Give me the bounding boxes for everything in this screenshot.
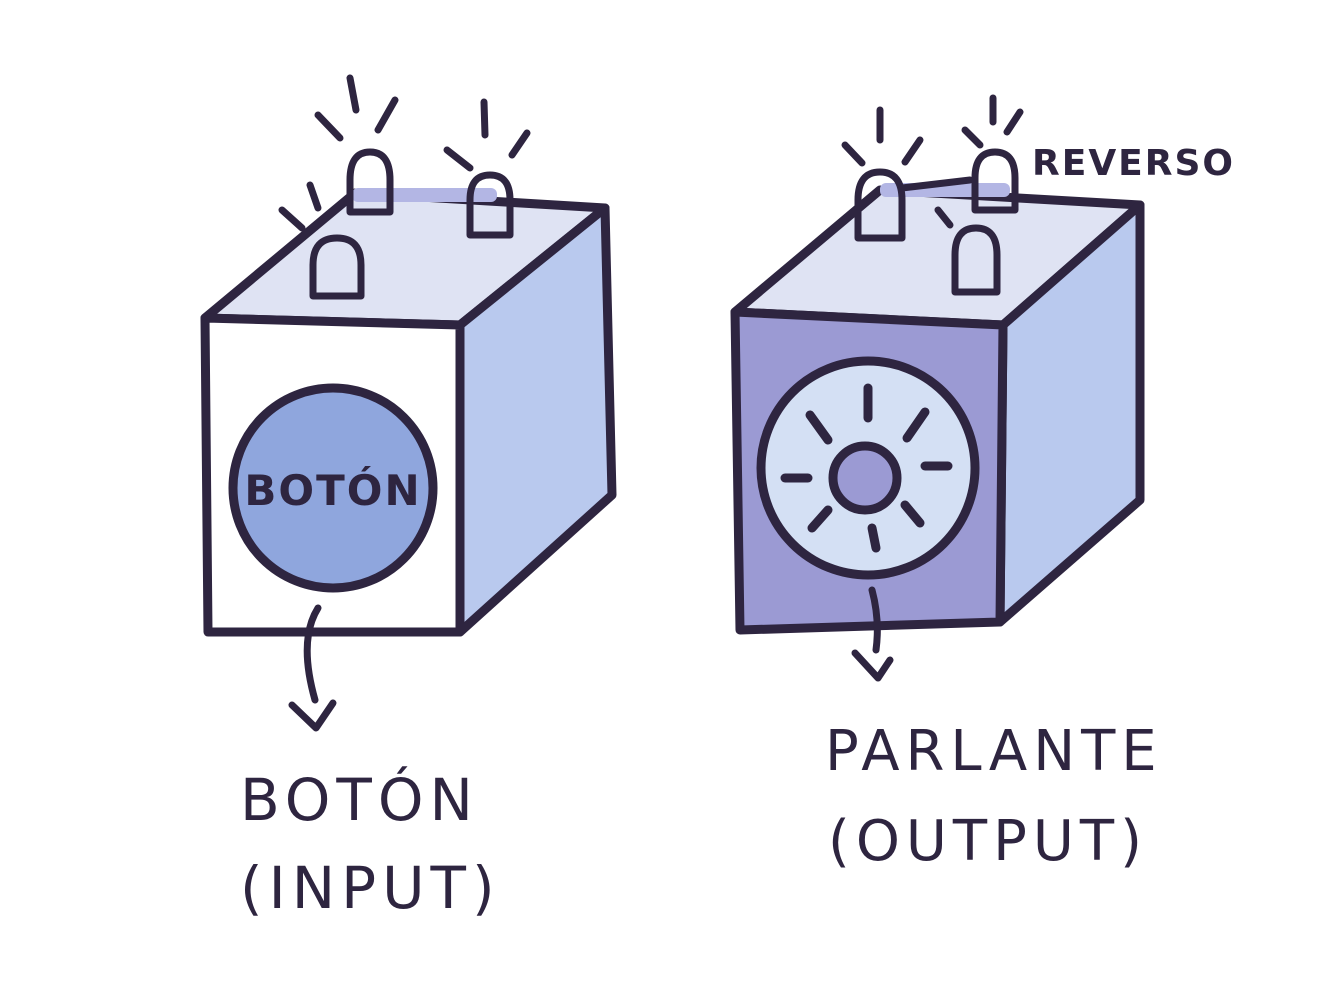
- input-label-line1: BOTÓN: [240, 765, 479, 834]
- output-block-leds: [841, 94, 1024, 296]
- output-led-front: [951, 224, 1001, 296]
- output-led-glow-rays: [841, 94, 1024, 229]
- button-circle: [228, 383, 438, 593]
- output-block: REVERSO PARLANTE (OUTPUT): [730, 94, 1235, 874]
- led-back-right: [466, 171, 514, 239]
- output-led-back-left: [854, 168, 906, 242]
- reverso-note: REVERSO: [1032, 143, 1235, 184]
- led-back-left: [346, 148, 394, 216]
- led-base-glow: [352, 188, 497, 202]
- output-label-line2: (OUTPUT): [828, 809, 1148, 874]
- speaker: [756, 356, 980, 580]
- led-front: [309, 234, 365, 300]
- output-label-line1: PARLANTE: [825, 719, 1163, 784]
- output-arrow: [851, 586, 894, 682]
- input-label-line2: (INPUT): [240, 854, 501, 922]
- speaker-slots: [780, 383, 953, 553]
- button-text: BOTÓN: [244, 465, 421, 515]
- output-led-back-right: [971, 148, 1019, 214]
- speaker-center: [828, 441, 902, 515]
- input-arrow: [288, 604, 337, 732]
- input-block-leds: [278, 74, 531, 300]
- led-glow-rays: [278, 74, 531, 232]
- input-block: BOTÓN BOTÓN (INPUT): [200, 74, 617, 922]
